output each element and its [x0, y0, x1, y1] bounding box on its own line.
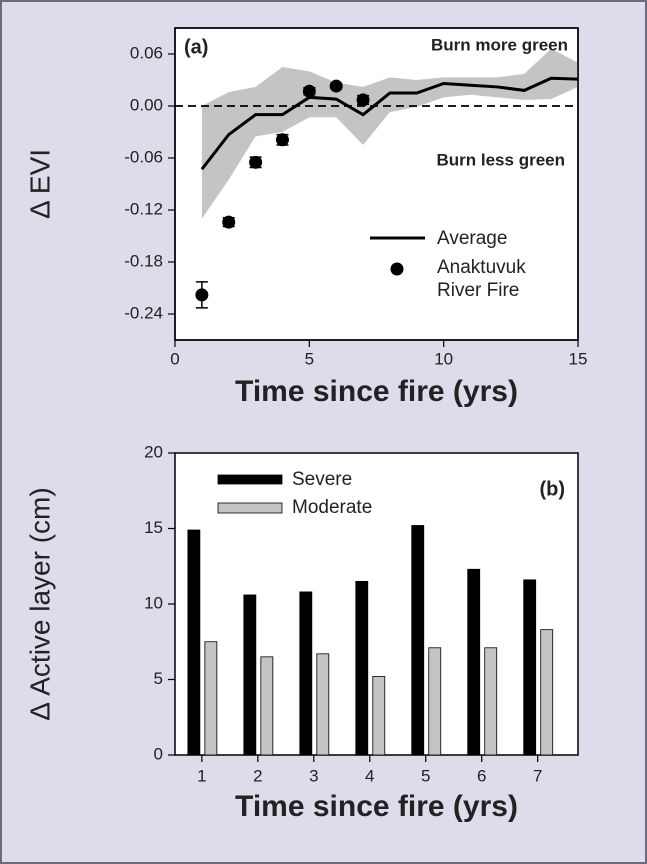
- data-point: [329, 79, 343, 93]
- bar: [316, 653, 330, 756]
- bar: [372, 676, 386, 756]
- y-tick-label: 10: [144, 593, 163, 612]
- data-point: [195, 288, 209, 302]
- legend-label: Moderate: [292, 497, 372, 518]
- range-band: [201, 48, 578, 219]
- panel-label: (b): [539, 478, 565, 500]
- bar: [187, 529, 201, 756]
- x-tick-label: 10: [434, 349, 453, 368]
- line-series: [200, 76, 579, 171]
- bar: [204, 641, 218, 756]
- bar: [484, 647, 498, 756]
- x-tick-label: 1: [197, 766, 206, 785]
- annotation: Burn more green: [431, 35, 568, 54]
- x-axis-label: Time since fire (yrs): [235, 375, 518, 408]
- bar: [428, 647, 442, 756]
- annotation: Burn less green: [437, 150, 566, 169]
- data-point: [356, 93, 370, 107]
- bar: [299, 591, 313, 756]
- x-axis-label: Time since fire (yrs): [235, 790, 518, 823]
- legend-label: Anaktuvuk River Fire: [437, 257, 526, 301]
- x-tick-label: 5: [421, 766, 430, 785]
- y-tick-label: 0: [154, 744, 163, 763]
- bar: [467, 568, 481, 756]
- y-tick-label: -0.12: [124, 199, 163, 218]
- y-tick-label: 5: [154, 669, 163, 688]
- x-tick-label: 3: [309, 766, 318, 785]
- y-tick-label: -0.06: [124, 147, 163, 166]
- x-tick-label: 15: [569, 349, 588, 368]
- bar: [243, 594, 257, 756]
- bar: [411, 525, 425, 756]
- x-tick-label: 4: [365, 766, 374, 785]
- legend-swatch: [217, 474, 283, 485]
- panel-label: (a): [184, 36, 208, 58]
- y-tick-label: 15: [144, 518, 163, 537]
- bar: [523, 579, 537, 756]
- legend-label: Average: [437, 228, 507, 249]
- y-tick-label: 20: [144, 442, 163, 461]
- bar: [540, 629, 554, 756]
- bar: [260, 656, 274, 756]
- x-tick-label: 5: [305, 349, 314, 368]
- legend-swatch: [217, 502, 283, 514]
- bar: [355, 580, 369, 756]
- x-tick-label: 0: [170, 349, 179, 368]
- legend-label: Severe: [292, 469, 352, 490]
- data-point: [222, 215, 236, 229]
- y-axis-label: Δ Active layer (cm): [24, 487, 55, 720]
- plot-border: [174, 27, 579, 341]
- x-tick-label: 2: [253, 766, 262, 785]
- data-point: [275, 133, 289, 147]
- data-point: [302, 84, 316, 98]
- legend-marker: [390, 262, 404, 276]
- y-tick-label: 0.00: [130, 95, 163, 114]
- data-point: [249, 155, 263, 169]
- x-tick-label: 6: [477, 766, 486, 785]
- y-axis-label: Δ EVI: [24, 149, 55, 219]
- x-tick-label: 7: [533, 766, 542, 785]
- y-tick-label: -0.24: [124, 303, 163, 322]
- y-tick-label: -0.18: [124, 251, 163, 270]
- y-tick-label: 0.06: [130, 43, 163, 62]
